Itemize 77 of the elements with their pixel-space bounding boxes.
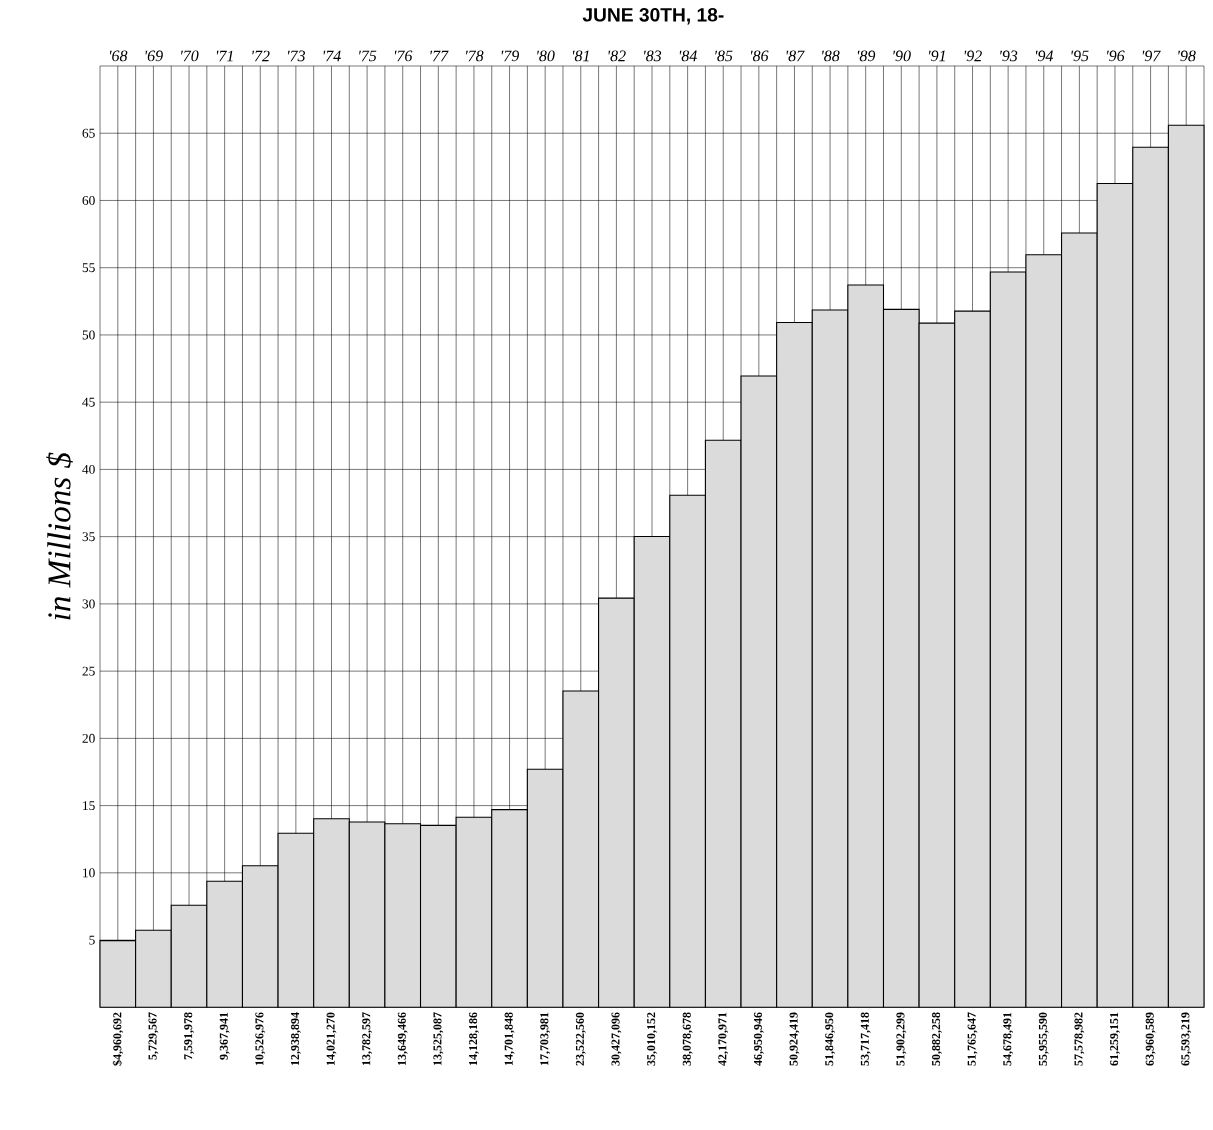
text: 23,522,560 [575, 1012, 586, 1066]
text: 63,960,589 [1145, 1012, 1156, 1066]
y-tick-label: 50 [82, 330, 95, 340]
x-tick-label: '97 [1142, 50, 1161, 62]
x-tick-label: '84 [679, 50, 697, 62]
x-tick-label: '81 [572, 50, 589, 62]
x-tick-label: '77 [430, 50, 449, 62]
x-tick-label: '83 [644, 50, 662, 62]
x-tick-label: '91 [929, 50, 945, 62]
text: 14,021,270 [326, 1012, 337, 1066]
x-tick-label: '80 [537, 50, 555, 62]
text: 17,703,981 [540, 1012, 551, 1066]
text: 51,846,950 [825, 1012, 835, 1066]
text: 7,591,978 [184, 1012, 194, 1060]
x-tick-label: '85 [715, 50, 733, 62]
text: 51,902,299 [896, 1012, 907, 1066]
x-tick-label: '95 [1071, 50, 1089, 62]
x-tick-label: '98 [1178, 50, 1196, 62]
x-tick-label: '88 [822, 50, 840, 62]
text: 5,729,567 [148, 1012, 159, 1060]
text: 14,701,848 [504, 1012, 515, 1066]
text: 51,765,647 [967, 1012, 978, 1066]
x-tick-label: '69 [145, 50, 163, 62]
text: 12,938,894 [290, 1012, 301, 1066]
y-tick-label: 20 [82, 733, 95, 743]
y-tick-label: 25 [82, 666, 95, 676]
x-tick-label: '72 [252, 50, 270, 62]
text: 54,678,491 [1003, 1012, 1014, 1066]
x-tick-label: '71 [216, 50, 233, 62]
text: 30,427,096 [611, 1012, 622, 1066]
x-tick-label: '74 [323, 50, 341, 62]
x-tick-label: '93 [1000, 50, 1018, 62]
text: 13,525,087 [433, 1012, 444, 1066]
text: 13,782,597 [362, 1012, 373, 1066]
x-tick-label: '89 [857, 50, 876, 62]
x-tick-label: '96 [1107, 50, 1125, 62]
x-tick-label: '86 [751, 50, 769, 62]
y-tick-label: 15 [83, 801, 95, 811]
x-tick-label: '79 [501, 50, 519, 62]
text: 42,170,971 [718, 1012, 729, 1066]
x-tick-label: '68 [110, 50, 128, 62]
x-tick-label: '78 [466, 50, 484, 62]
text: 38,078,678 [682, 1012, 693, 1066]
x-tick-label: '87 [786, 50, 805, 62]
text: 65,593,219 [1181, 1012, 1192, 1066]
y-tick-label: 10 [83, 868, 95, 878]
y-tick-label: 45 [82, 397, 95, 407]
y-tick-label: 55 [82, 263, 95, 273]
x-tick-label: '70 [181, 50, 199, 62]
x-tick-label: '75 [359, 50, 377, 62]
y-tick-label: 65 [82, 128, 95, 138]
text: 53,717,418 [860, 1012, 871, 1066]
x-tick-label: '92 [964, 50, 982, 62]
chart-title: JUNE 30TH, 18- [582, 8, 724, 25]
text: 57,578,982 [1074, 1012, 1085, 1066]
text: 13,649,466 [397, 1012, 408, 1066]
y-tick-label: 5 [89, 935, 95, 945]
x-tick-label: '90 [893, 50, 911, 62]
text: 9,367,941 [219, 1012, 230, 1060]
x-tick-label: '76 [394, 50, 413, 62]
x-tick-label: '73 [288, 50, 306, 62]
text: $4,960,692 [112, 1012, 124, 1066]
text: 35,010,152 [647, 1012, 657, 1066]
text: 55,955,590 [1038, 1012, 1049, 1066]
y-tick-label: 30 [82, 599, 95, 609]
text: 10,526,976 [255, 1012, 266, 1066]
text: 46,950,946 [753, 1012, 764, 1066]
text: 14,128,186 [469, 1012, 479, 1066]
x-tick-label: '82 [608, 50, 626, 62]
text: 50,924,419 [789, 1012, 800, 1066]
y-tick-label: 60 [82, 195, 95, 205]
x-tick-label: '94 [1035, 50, 1054, 62]
text: 50,882,258 [931, 1012, 942, 1066]
y-tick-label: 35 [82, 532, 95, 542]
text: 61,259,151 [1110, 1012, 1120, 1066]
y-axis-title: in Millions $ [46, 452, 73, 620]
y-tick-label: 40 [82, 464, 95, 474]
